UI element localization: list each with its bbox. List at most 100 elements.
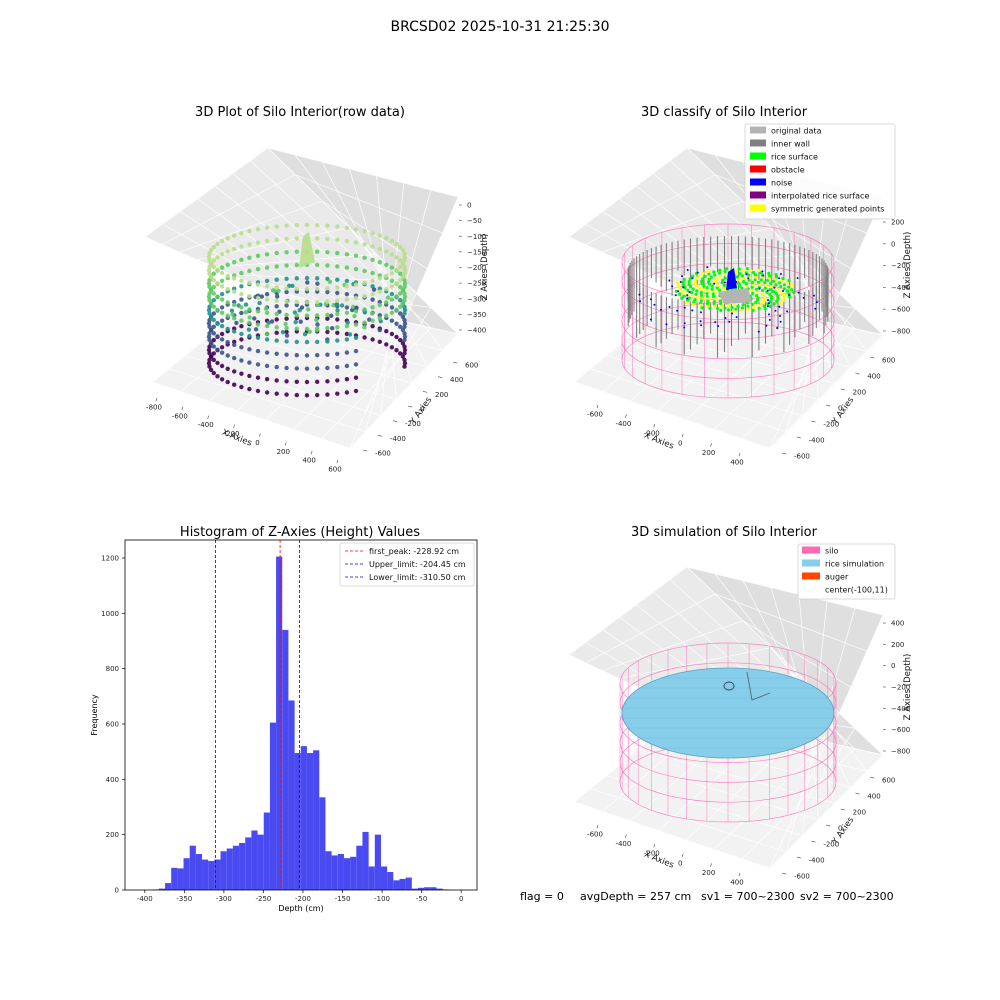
data-point bbox=[325, 263, 330, 268]
histogram-frame bbox=[124, 539, 478, 891]
data-point bbox=[370, 270, 375, 276]
surface-point bbox=[747, 273, 751, 277]
data-point bbox=[225, 366, 230, 371]
data-point bbox=[315, 262, 320, 268]
histogram-bar bbox=[158, 888, 166, 890]
surface-point bbox=[754, 300, 758, 304]
noise-point bbox=[773, 286, 776, 289]
data-point bbox=[211, 351, 216, 356]
panel-simulation: 3D simulation of Silo Interior -600-400-… bbox=[568, 525, 913, 887]
surface-point bbox=[705, 292, 709, 296]
histogram-bar bbox=[405, 877, 412, 890]
footer-sv1: sv1 = 700~2300 bbox=[701, 890, 795, 903]
surface-point bbox=[699, 293, 704, 298]
surface-point bbox=[702, 284, 706, 288]
data-point bbox=[377, 260, 382, 265]
panel1-x-tick-mark bbox=[207, 415, 209, 419]
histogram-legend-frame bbox=[339, 542, 475, 587]
data-point bbox=[239, 310, 244, 316]
data-point bbox=[239, 371, 244, 376]
data-point bbox=[398, 298, 403, 303]
surface-point bbox=[707, 272, 711, 276]
surface-point bbox=[755, 287, 759, 291]
histogram-vlines bbox=[215, 540, 300, 890]
data-point bbox=[225, 286, 230, 292]
data-point bbox=[211, 344, 216, 349]
data-point bbox=[255, 282, 261, 287]
data-point bbox=[304, 353, 310, 358]
data-point bbox=[264, 292, 270, 297]
legend-label: auger bbox=[825, 573, 849, 582]
data-point bbox=[398, 278, 403, 283]
histogram-bar bbox=[282, 629, 289, 890]
data-point bbox=[225, 273, 230, 278]
data-point bbox=[243, 310, 249, 315]
data-point bbox=[315, 339, 320, 345]
data-point bbox=[402, 351, 407, 356]
data-point bbox=[264, 265, 270, 270]
noise-point bbox=[774, 309, 777, 312]
grid-line bbox=[638, 329, 835, 384]
panel4-legend-frame bbox=[797, 543, 896, 600]
data-point bbox=[353, 335, 359, 340]
histogram-bar bbox=[214, 859, 221, 890]
footer-annotation: flag = 0 avgDepth = 257 cm sv1 = 700~230… bbox=[520, 890, 894, 903]
data-point bbox=[211, 317, 216, 323]
surface-point bbox=[694, 277, 699, 281]
noise-point bbox=[728, 320, 731, 323]
surface-point bbox=[790, 288, 794, 292]
data-point bbox=[362, 280, 367, 286]
data-point bbox=[239, 278, 244, 283]
data-point bbox=[255, 322, 261, 327]
data-point bbox=[335, 338, 340, 343]
panel1-y-tick-label: 200 bbox=[435, 391, 448, 399]
surface-point bbox=[707, 289, 711, 293]
panel2-x-tick-label: 200 bbox=[702, 449, 715, 457]
data-point bbox=[306, 307, 311, 312]
data-point bbox=[219, 265, 225, 270]
histogram-x-tick-label: -300 bbox=[216, 895, 232, 903]
data-point bbox=[315, 223, 320, 228]
surface-point bbox=[725, 267, 729, 271]
data-point bbox=[247, 360, 252, 365]
legend-swatch bbox=[750, 191, 766, 199]
data-point bbox=[208, 261, 214, 266]
data-point bbox=[239, 345, 244, 350]
data-point bbox=[225, 353, 230, 358]
surface-point bbox=[764, 283, 768, 287]
data-point bbox=[402, 324, 407, 329]
grid-line bbox=[237, 308, 350, 411]
data-point bbox=[398, 264, 403, 270]
data-point bbox=[219, 291, 225, 297]
panel4-ylabel: Y Axies bbox=[830, 815, 857, 847]
surface-point bbox=[736, 304, 740, 308]
surface-point bbox=[716, 283, 720, 287]
surface-point bbox=[722, 283, 726, 287]
noise-point bbox=[813, 294, 815, 297]
data-point bbox=[255, 335, 261, 340]
noise-point bbox=[747, 277, 750, 280]
data-point bbox=[274, 285, 279, 290]
noise-point bbox=[786, 310, 789, 313]
data-point bbox=[215, 320, 220, 326]
data-point bbox=[294, 276, 299, 281]
panel2-y-tick-label: 600 bbox=[882, 357, 895, 365]
noise-point bbox=[713, 282, 716, 285]
surface-point bbox=[693, 279, 697, 283]
histogram-bar bbox=[393, 880, 400, 890]
data-point bbox=[402, 344, 407, 349]
panel2-y-tick-label: -400 bbox=[809, 437, 825, 445]
data-point bbox=[264, 390, 270, 395]
data-point bbox=[274, 237, 279, 242]
data-point bbox=[219, 238, 225, 244]
data-point bbox=[325, 379, 330, 384]
panel2-x-tick-mark bbox=[681, 433, 684, 438]
data-point bbox=[325, 392, 330, 397]
data-point bbox=[239, 257, 244, 262]
data-point bbox=[304, 300, 310, 305]
data-point bbox=[211, 278, 216, 283]
panel2-y-tick-mark bbox=[840, 388, 845, 391]
panel2-z-tick-label: 200 bbox=[891, 219, 904, 227]
surface-point bbox=[753, 278, 757, 282]
data-point bbox=[284, 303, 289, 308]
